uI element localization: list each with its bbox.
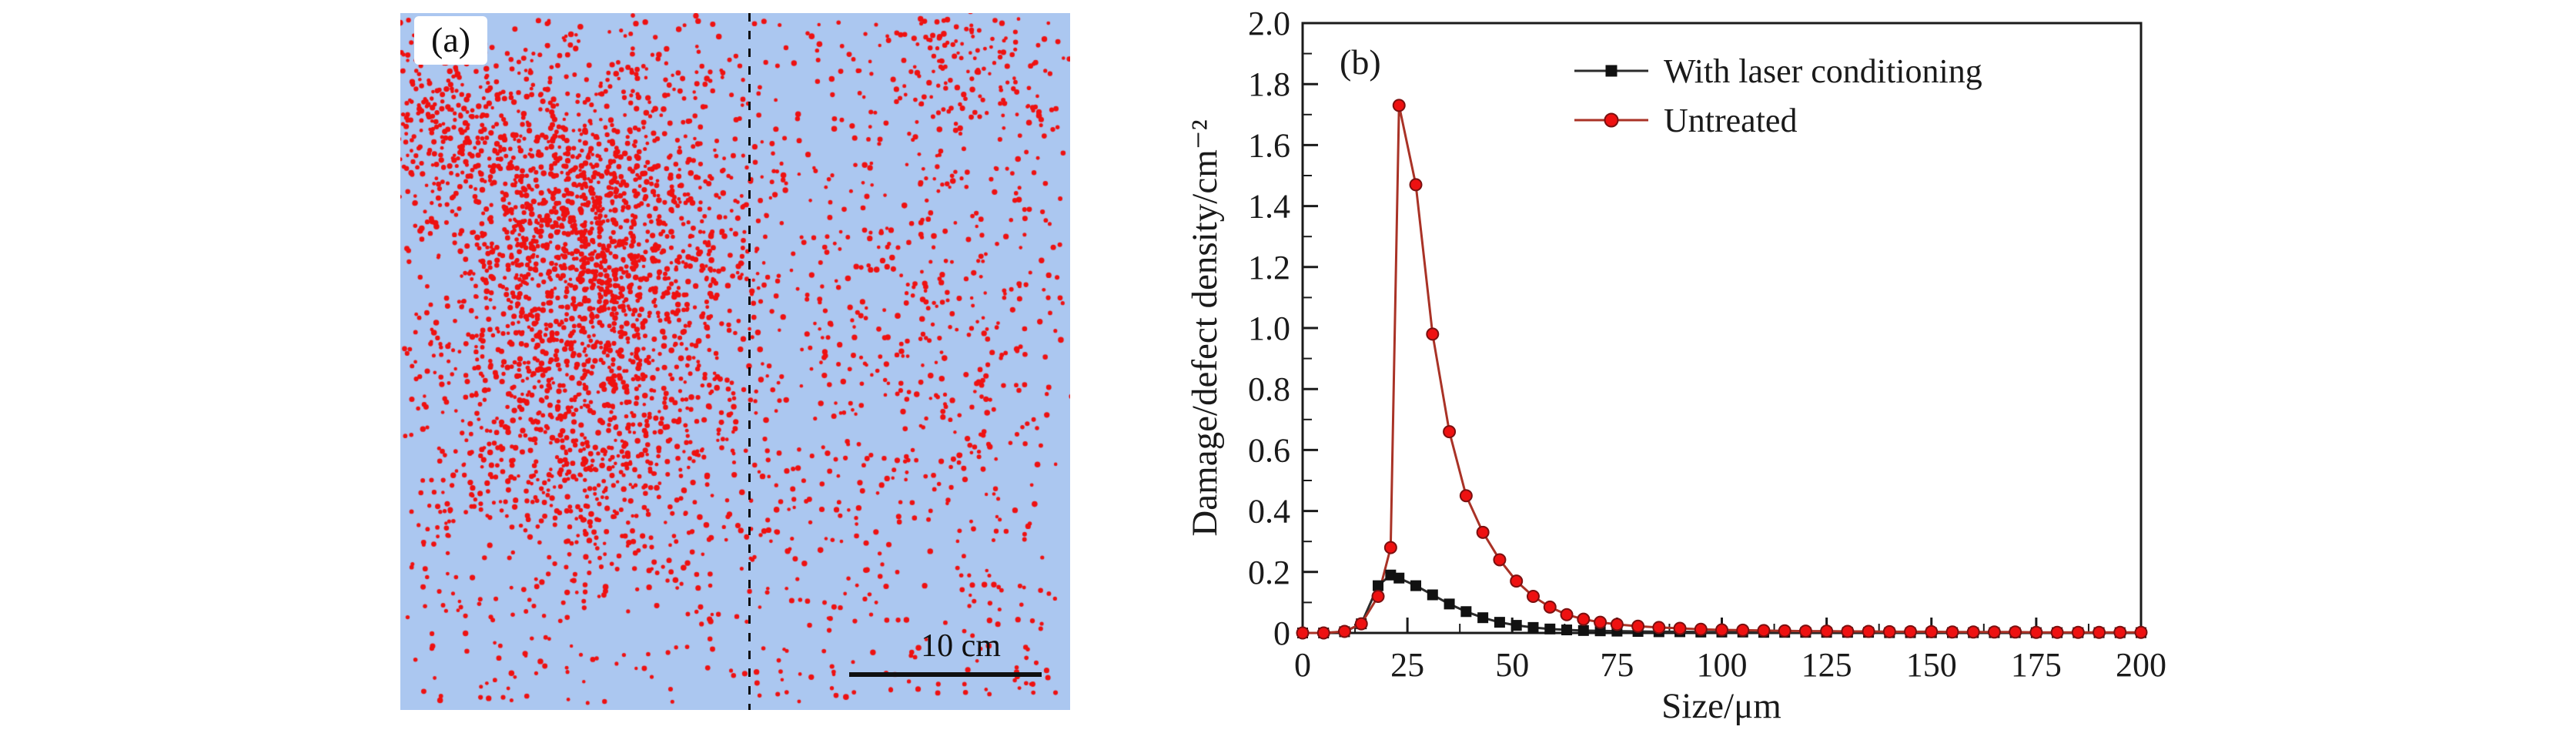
svg-text:1.2: 1.2 xyxy=(1248,249,1290,286)
scatter-dots-canvas xyxy=(400,13,1070,710)
svg-text:0.8: 0.8 xyxy=(1248,370,1290,408)
chart-legend: With laser conditioning Untreated xyxy=(1574,49,1982,142)
scale-bar-label: 10 cm xyxy=(921,628,1001,664)
legend-line-sample xyxy=(1574,111,1648,129)
svg-text:75: 75 xyxy=(1600,646,1634,684)
svg-text:100: 100 xyxy=(1697,646,1748,684)
circle-marker-icon xyxy=(1604,112,1619,128)
panel-b-chart: Damage/defect density/cm⁻² Size/μm (b) 0… xyxy=(1185,0,2541,750)
y-axis: 0 0.2 0.4 0.6 0.8 1.0 1.2 1.4 1.6 1.8 2.0 xyxy=(1248,5,1318,652)
svg-text:0.4: 0.4 xyxy=(1248,493,1290,531)
svg-text:175: 175 xyxy=(2011,646,2062,684)
scale-bar xyxy=(849,672,1042,677)
legend-label: With laser conditioning xyxy=(1664,52,1982,90)
chart-svg: Damage/defect density/cm⁻² Size/μm (b) 0… xyxy=(1185,5,2166,726)
svg-text:50: 50 xyxy=(1495,646,1529,684)
svg-text:0.2: 0.2 xyxy=(1248,554,1290,591)
svg-text:1.8: 1.8 xyxy=(1248,65,1290,103)
series-line-1 xyxy=(1303,105,2141,634)
panel-a-scatter-image: (a) 10 cm xyxy=(400,13,1070,710)
legend-item-untreated: Untreated xyxy=(1574,99,1982,142)
y-axis-label: Damage/defect density/cm⁻² xyxy=(1185,119,1225,536)
legend-item-laser-conditioning: With laser conditioning xyxy=(1574,49,1982,92)
panel-b-label: (b) xyxy=(1340,42,1381,82)
square-marker-icon xyxy=(1605,65,1618,77)
svg-text:0: 0 xyxy=(1294,646,1311,684)
legend-label: Untreated xyxy=(1664,101,1798,139)
svg-text:0: 0 xyxy=(1273,614,1290,652)
svg-text:125: 125 xyxy=(1802,646,1852,684)
svg-text:0.6: 0.6 xyxy=(1248,431,1290,469)
svg-text:25: 25 xyxy=(1390,646,1424,684)
x-axis: 0 25 50 75 100 125 150 175 200 xyxy=(1294,618,2166,684)
svg-text:2.0: 2.0 xyxy=(1248,5,1290,42)
legend-line-sample xyxy=(1574,62,1648,80)
svg-text:1.6: 1.6 xyxy=(1248,126,1290,164)
svg-text:200: 200 xyxy=(2116,646,2166,684)
dashed-divider-line xyxy=(748,13,751,710)
series-markers-1 xyxy=(1296,99,2148,640)
panel-a-label: (a) xyxy=(414,16,488,65)
svg-text:1.0: 1.0 xyxy=(1248,310,1290,347)
svg-text:150: 150 xyxy=(1906,646,1957,684)
svg-text:1.4: 1.4 xyxy=(1248,188,1290,226)
x-axis-label: Size/μm xyxy=(1661,686,1781,726)
